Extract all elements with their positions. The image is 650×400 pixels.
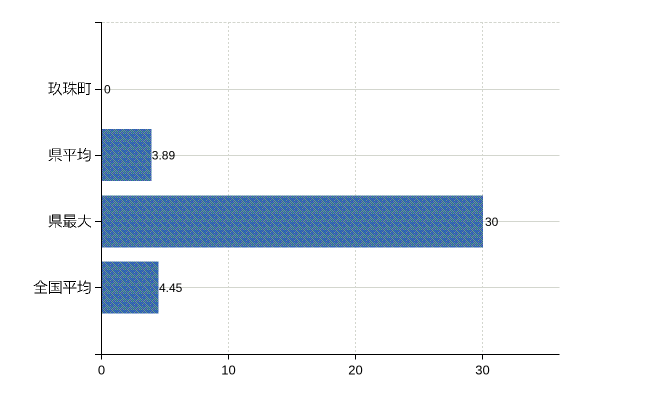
- svg-text:0: 0: [98, 363, 105, 378]
- svg-text:4.45: 4.45: [159, 281, 183, 295]
- svg-text:3.89: 3.89: [152, 149, 176, 163]
- svg-text:30: 30: [485, 215, 499, 229]
- svg-text:10: 10: [221, 363, 235, 378]
- svg-text:0: 0: [104, 83, 111, 97]
- svg-text:20: 20: [348, 363, 362, 378]
- svg-text:30: 30: [475, 363, 489, 378]
